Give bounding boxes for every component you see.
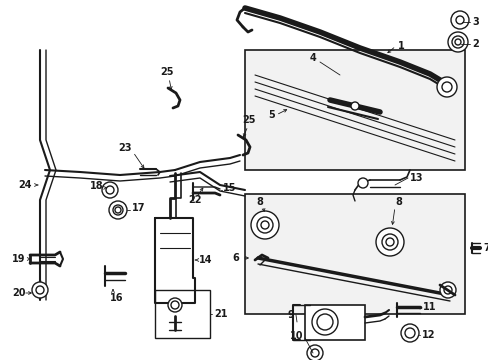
Text: 16: 16 [110, 293, 123, 303]
Circle shape [443, 286, 451, 294]
Bar [305, 305, 364, 340]
Text: 19: 19 [12, 254, 25, 264]
Circle shape [404, 328, 414, 338]
Bar [244, 50, 464, 170]
Circle shape [439, 282, 455, 298]
Circle shape [168, 298, 182, 312]
Circle shape [436, 77, 456, 97]
Bar [155, 290, 209, 338]
Text: 3: 3 [471, 17, 478, 27]
Circle shape [441, 82, 451, 92]
Text: 10: 10 [289, 331, 303, 341]
Circle shape [451, 36, 463, 48]
Circle shape [357, 178, 367, 188]
Text: 15: 15 [223, 183, 236, 193]
Text: 14: 14 [199, 255, 212, 265]
Text: 9: 9 [286, 310, 293, 320]
Circle shape [375, 228, 403, 256]
Circle shape [171, 301, 179, 309]
Text: 24: 24 [18, 180, 31, 190]
Circle shape [450, 11, 468, 29]
Circle shape [381, 234, 397, 250]
Text: 12: 12 [421, 330, 435, 340]
Circle shape [310, 349, 318, 357]
Text: 21: 21 [214, 309, 227, 319]
Circle shape [306, 345, 323, 360]
Text: 4: 4 [309, 53, 316, 63]
Circle shape [311, 309, 337, 335]
Circle shape [261, 221, 268, 229]
Circle shape [32, 282, 48, 298]
Circle shape [447, 32, 467, 52]
Text: 2: 2 [471, 39, 478, 49]
Text: 20: 20 [12, 288, 25, 298]
Circle shape [350, 102, 358, 110]
Circle shape [109, 201, 127, 219]
Text: 18: 18 [90, 181, 103, 191]
Text: 8: 8 [256, 197, 263, 207]
Text: 23: 23 [118, 143, 131, 153]
Circle shape [36, 286, 44, 294]
Text: 13: 13 [409, 173, 423, 183]
Circle shape [113, 205, 123, 215]
Text: 6: 6 [231, 253, 238, 263]
Bar [244, 194, 464, 314]
Text: 25: 25 [160, 67, 173, 77]
Circle shape [106, 186, 114, 194]
Circle shape [455, 16, 463, 24]
Text: 11: 11 [422, 302, 436, 312]
Circle shape [316, 314, 332, 330]
Circle shape [102, 182, 118, 198]
Circle shape [400, 324, 418, 342]
Circle shape [454, 39, 460, 45]
Text: 25: 25 [242, 115, 255, 125]
Text: 5: 5 [267, 110, 274, 120]
Circle shape [250, 211, 279, 239]
Circle shape [257, 217, 272, 233]
Text: 17: 17 [132, 203, 145, 213]
Text: 8: 8 [394, 197, 401, 207]
Text: 7: 7 [482, 243, 488, 253]
Circle shape [385, 238, 393, 246]
Text: 22: 22 [187, 195, 201, 205]
Circle shape [115, 207, 121, 213]
Text: 1: 1 [397, 41, 404, 51]
